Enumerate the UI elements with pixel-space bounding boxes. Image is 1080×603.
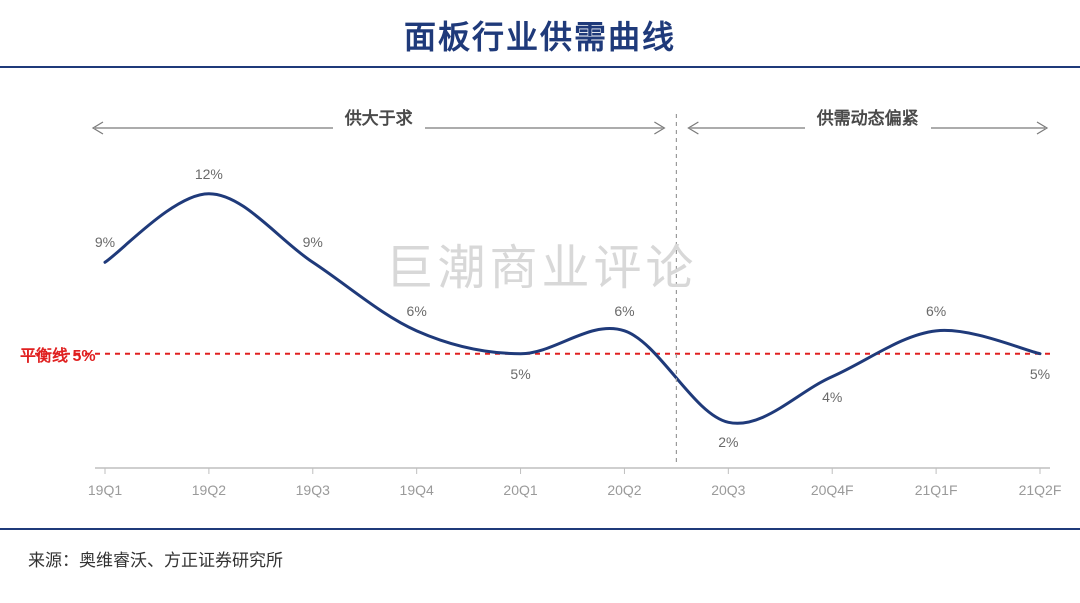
data-label: 6% <box>407 303 427 319</box>
x-axis-label: 20Q4F <box>811 482 854 498</box>
x-axis-label: 19Q2 <box>192 482 226 498</box>
x-axis-label: 20Q1 <box>503 482 537 498</box>
chart-container: 巨潮商业评论供大于求供需动态偏紧平衡线 5%9%12%9%6%5%6%2%4%6… <box>0 68 1080 530</box>
chart-title: 面板行业供需曲线 <box>0 12 1080 58</box>
region-label: 供需动态偏紧 <box>805 104 931 129</box>
data-label: 6% <box>614 303 634 319</box>
source-text: 来源：奥维睿沃、方正证券研究所 <box>0 530 1080 571</box>
x-axis-label: 21Q2F <box>1019 482 1062 498</box>
chart-area: 巨潮商业评论供大于求供需动态偏紧平衡线 5%9%12%9%6%5%6%2%4%6… <box>20 98 1060 518</box>
title-bar: 面板行业供需曲线 <box>0 0 1080 68</box>
x-axis-label: 20Q3 <box>711 482 745 498</box>
data-label: 6% <box>926 303 946 319</box>
data-label: 5% <box>1030 366 1050 382</box>
x-axis-label: 19Q4 <box>400 482 434 498</box>
data-label: 9% <box>303 234 323 250</box>
x-axis-label: 19Q3 <box>296 482 330 498</box>
data-label: 12% <box>195 166 223 182</box>
data-label: 9% <box>95 234 115 250</box>
x-axis-label: 21Q1F <box>915 482 958 498</box>
x-axis-label: 19Q1 <box>88 482 122 498</box>
data-label: 5% <box>510 366 530 382</box>
chart-svg <box>20 98 1060 518</box>
region-label: 供大于求 <box>333 104 425 129</box>
data-label: 4% <box>822 389 842 405</box>
x-axis-label: 20Q2 <box>607 482 641 498</box>
reference-line-label: 平衡线 5% <box>20 342 96 366</box>
data-label: 2% <box>718 434 738 450</box>
